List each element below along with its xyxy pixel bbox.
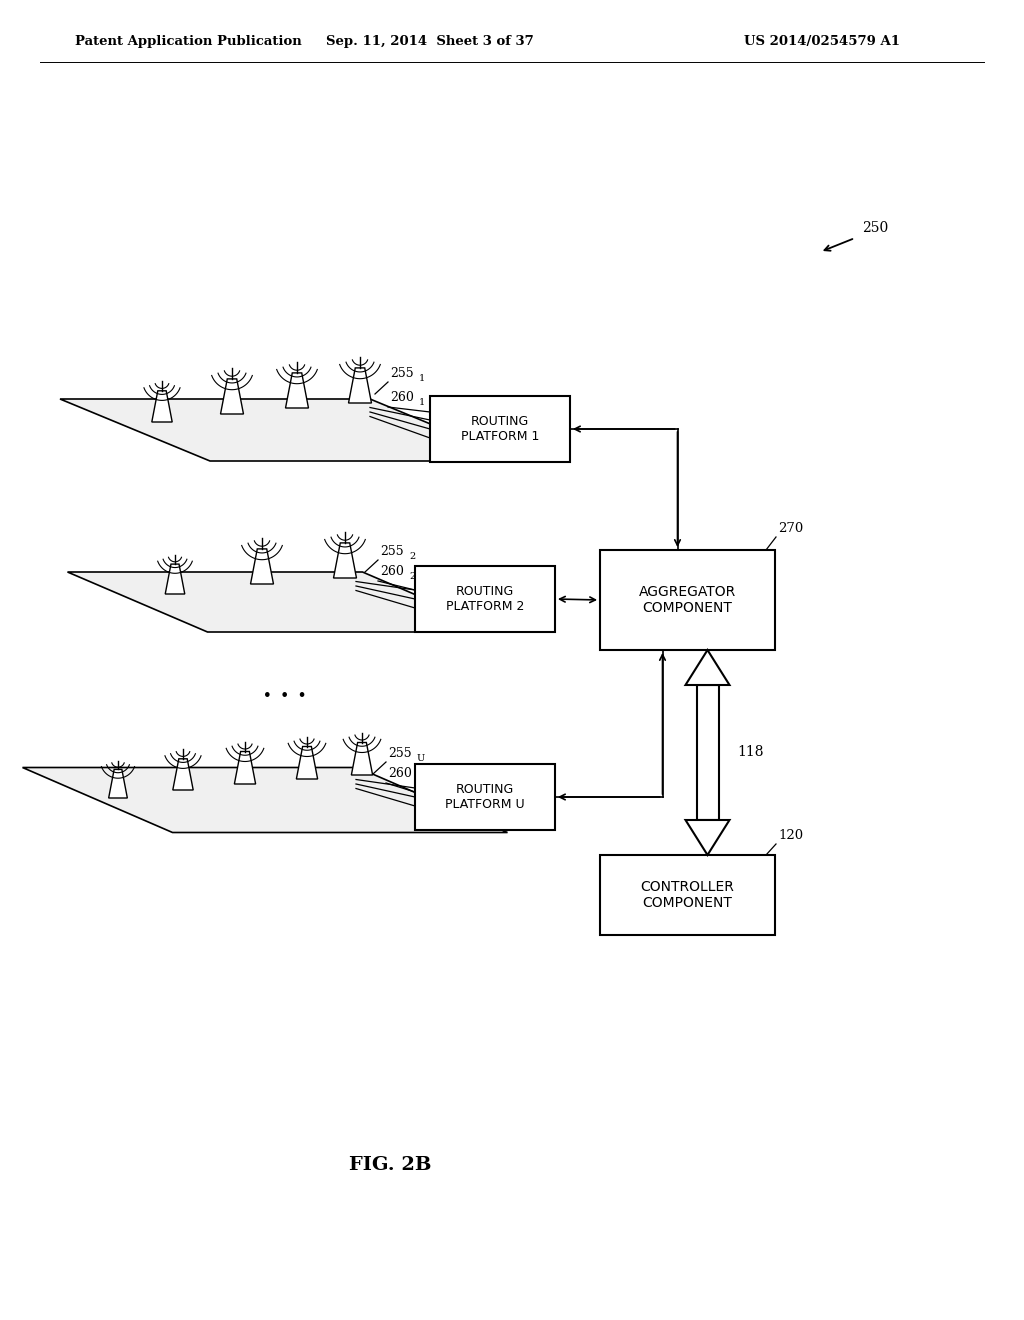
Polygon shape [685, 649, 729, 685]
Text: CONTROLLER
COMPONENT: CONTROLLER COMPONENT [641, 880, 734, 909]
Bar [600, 855, 775, 935]
Polygon shape [334, 543, 356, 578]
Text: U: U [417, 774, 425, 783]
Polygon shape [23, 767, 508, 833]
Text: ROUTING
PLATFORM 2: ROUTING PLATFORM 2 [445, 585, 524, 612]
Polygon shape [220, 379, 244, 414]
Text: 260: 260 [380, 565, 403, 578]
Text: 2: 2 [409, 552, 416, 561]
Text: 118: 118 [737, 746, 764, 759]
Text: 270: 270 [778, 521, 803, 535]
Text: ROUTING
PLATFORM U: ROUTING PLATFORM U [445, 783, 525, 810]
Polygon shape [173, 759, 194, 789]
Text: 250: 250 [862, 220, 888, 235]
Polygon shape [348, 368, 372, 403]
Text: 255: 255 [388, 747, 412, 760]
Text: 2: 2 [409, 572, 416, 581]
Text: . . .: . . . [263, 678, 306, 702]
Bar [430, 396, 570, 462]
Polygon shape [152, 391, 172, 422]
Polygon shape [60, 399, 520, 461]
Text: 1: 1 [419, 374, 425, 383]
Text: ROUTING
PLATFORM 1: ROUTING PLATFORM 1 [461, 414, 540, 444]
Polygon shape [251, 549, 273, 583]
Bar [696, 685, 719, 820]
Polygon shape [351, 742, 373, 775]
Polygon shape [234, 751, 256, 784]
Text: 255: 255 [390, 367, 414, 380]
Text: 260: 260 [390, 391, 414, 404]
Polygon shape [68, 572, 503, 632]
Text: 260: 260 [388, 767, 412, 780]
Text: 120: 120 [778, 829, 803, 842]
Text: US 2014/0254579 A1: US 2014/0254579 A1 [744, 36, 900, 49]
Bar [415, 566, 555, 632]
Polygon shape [685, 820, 729, 855]
Text: FIG. 2B: FIG. 2B [349, 1156, 431, 1173]
Text: Sep. 11, 2014  Sheet 3 of 37: Sep. 11, 2014 Sheet 3 of 37 [326, 36, 534, 49]
Polygon shape [165, 564, 184, 594]
Text: U: U [417, 754, 425, 763]
Polygon shape [109, 770, 127, 799]
Polygon shape [296, 747, 317, 779]
Text: 255: 255 [380, 545, 403, 558]
Bar [600, 550, 775, 649]
Text: AGGREGATOR
COMPONENT: AGGREGATOR COMPONENT [639, 585, 736, 615]
Polygon shape [286, 372, 308, 408]
Bar [415, 764, 555, 830]
Text: 1: 1 [419, 399, 425, 407]
Text: Patent Application Publication: Patent Application Publication [75, 36, 302, 49]
